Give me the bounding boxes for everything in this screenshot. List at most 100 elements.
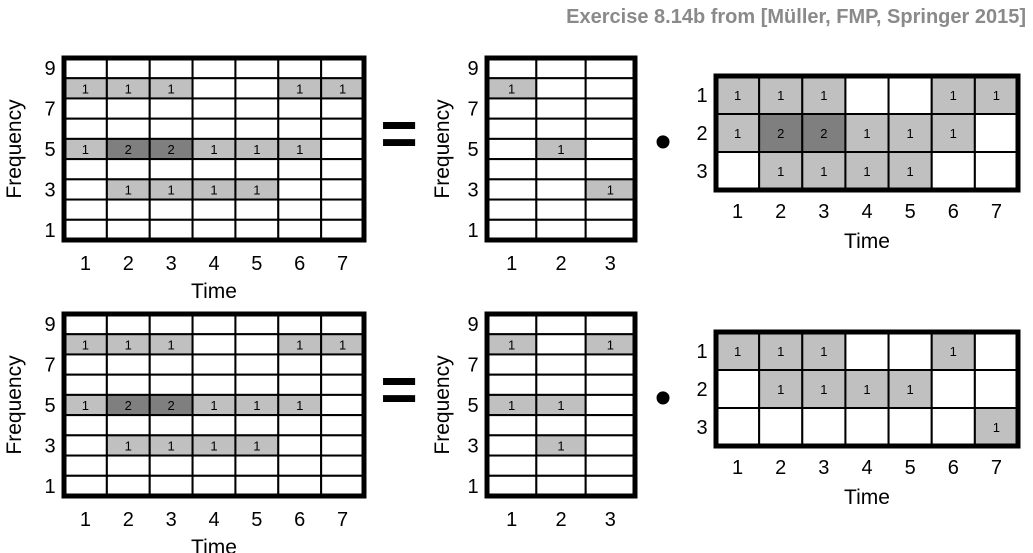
v-cell [148, 57, 194, 80]
h-cell-value: 1 [907, 126, 914, 141]
h-time-label: Time [844, 486, 890, 509]
v-cell [105, 158, 151, 181]
v-cell [148, 454, 194, 477]
v-cell-value: 1 [253, 438, 260, 453]
w-cell [584, 57, 637, 80]
v-cell [63, 313, 108, 336]
h-col-label: 5 [905, 457, 916, 479]
h-cell [715, 75, 761, 115]
v-cell [148, 158, 194, 181]
v-cell [277, 218, 323, 241]
v-cell [320, 434, 365, 457]
w-row-label: 1 [467, 476, 478, 498]
caption-title: Exercise 8.14b from [Müller, FMP, Spring… [566, 6, 1026, 28]
v-cell [234, 77, 280, 100]
h-col-label: 1 [732, 457, 743, 479]
v-cell [191, 57, 237, 80]
v-cell [191, 218, 237, 241]
v-col-label: 6 [294, 253, 305, 275]
w-cell [486, 57, 538, 80]
v-cell-value: 1 [82, 142, 89, 157]
w-row-label: 7 [467, 99, 478, 121]
w-frequency-label: Frequency [431, 355, 454, 455]
h-cell-value: 1 [734, 344, 741, 359]
w-cell-value: 1 [607, 182, 614, 197]
v-cell [63, 218, 108, 241]
v-cell-value: 1 [296, 337, 303, 352]
v-cell [320, 218, 365, 241]
h-cell-value: 1 [820, 344, 827, 359]
v-cell [191, 474, 237, 497]
v-cell [320, 353, 365, 376]
v-cell [191, 373, 237, 396]
v-cell [105, 353, 151, 376]
h-matrix: 1 1 1 1 1 1 2 2 1 1 1 1 1 1 1 1 2 3 1 2 3 4 5 6 7 Time [696, 73, 1021, 253]
h-cell [758, 75, 804, 115]
v-row-label: 9 [44, 314, 55, 336]
v-row-label: 3 [44, 179, 55, 201]
v-cell [234, 198, 280, 221]
h-cell [758, 407, 804, 447]
h-cell-value: 1 [820, 164, 827, 179]
h-cell-value: 1 [734, 88, 741, 103]
h-cell [844, 331, 890, 371]
v-cell [320, 454, 365, 477]
h-cell [973, 369, 1019, 409]
h-col-label: 4 [861, 457, 872, 479]
v-cell [105, 474, 151, 497]
w-cell [486, 218, 538, 241]
w-cell [535, 218, 587, 241]
v-col-label: 6 [294, 509, 305, 531]
h-col-label: 7 [991, 457, 1002, 479]
v-cell [320, 474, 365, 497]
v-row-label: 1 [44, 220, 55, 242]
v-col-label: 7 [337, 509, 348, 531]
v-cell [320, 57, 365, 80]
h-cell [930, 151, 976, 191]
v-frequency-label: Frequency [3, 99, 26, 199]
v-cell-value: 1 [82, 337, 89, 352]
v-col-label: 3 [166, 509, 177, 531]
v-cell-value: 1 [210, 142, 217, 157]
v-cell-value: 1 [253, 142, 260, 157]
v-col-label: 2 [123, 509, 134, 531]
w-border [484, 55, 638, 243]
h-col-label: 3 [818, 457, 829, 479]
v-cell-value: 1 [168, 81, 175, 96]
h-cell [973, 151, 1019, 191]
v-cell [105, 454, 151, 477]
v-cell-value: 1 [210, 438, 217, 453]
v-cell-value: 1 [339, 81, 346, 96]
h-cell [887, 75, 933, 115]
w-cell [584, 137, 637, 161]
v-cell-value: 1 [168, 438, 175, 453]
product-dot-symbol: • [655, 116, 672, 169]
v-cell [277, 117, 323, 140]
v-cell [320, 117, 365, 140]
v-cell-value: 1 [125, 438, 132, 453]
h-cell-value: 1 [863, 382, 870, 397]
w-cell [535, 57, 587, 80]
h-cell [715, 369, 761, 409]
v-col-label: 2 [123, 253, 134, 275]
v-row-label: 7 [44, 99, 55, 121]
v-row-label: 9 [44, 58, 55, 80]
h-cell [844, 75, 890, 115]
v-cell [105, 57, 151, 80]
w-cell [584, 313, 637, 336]
h-col-label: 6 [948, 457, 959, 479]
w-col-label: 2 [555, 509, 566, 531]
h-cell-value: 1 [820, 382, 827, 397]
v-row-label: 5 [44, 395, 55, 417]
v-cell [277, 373, 323, 396]
v-cell-value: 2 [168, 398, 175, 413]
w-cell [584, 218, 637, 241]
v-cell [191, 414, 237, 437]
h-cell-value: 1 [777, 344, 784, 359]
w-cell [535, 414, 587, 437]
w-row-label: 9 [467, 58, 478, 80]
h-cell-value: 1 [863, 164, 870, 179]
w-cell [535, 373, 587, 396]
